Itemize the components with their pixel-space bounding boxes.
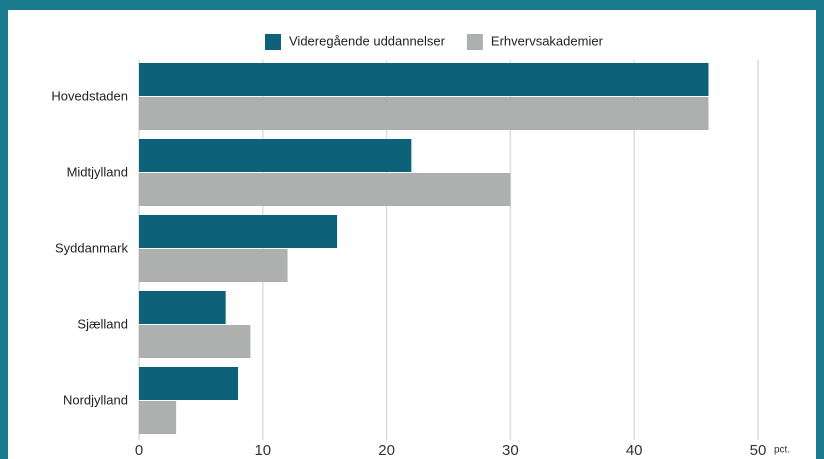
bar — [139, 63, 709, 96]
bar — [139, 291, 226, 324]
x-tick-label: 10 — [254, 442, 271, 459]
legend-swatch — [466, 34, 483, 50]
x-tick-label: 50 — [750, 442, 767, 459]
bar — [139, 367, 239, 400]
x-tick-label: 40 — [626, 442, 643, 459]
y-tick-label: Nordjylland — [63, 392, 128, 407]
x-tick-label: 20 — [378, 442, 395, 459]
y-tick-label: Syddanmark — [55, 240, 128, 255]
bar — [139, 173, 511, 206]
legend-label: Erhvervsakademier — [491, 33, 604, 48]
bar — [139, 215, 338, 248]
x-axis-unit: pct. — [774, 445, 790, 456]
x-tick-label: 0 — [135, 442, 143, 459]
y-tick-label: Midtjylland — [67, 164, 128, 179]
legend-label: Videregående uddannelser — [289, 33, 446, 48]
x-tick-label: 30 — [502, 442, 519, 459]
bar — [139, 139, 412, 172]
bar — [139, 97, 709, 130]
y-tick-label: Hovedstaden — [51, 88, 128, 103]
bar — [139, 249, 288, 282]
y-tick-label: Sjælland — [77, 316, 128, 331]
bar — [139, 401, 177, 434]
bar — [139, 325, 251, 358]
legend-swatch — [265, 34, 281, 50]
